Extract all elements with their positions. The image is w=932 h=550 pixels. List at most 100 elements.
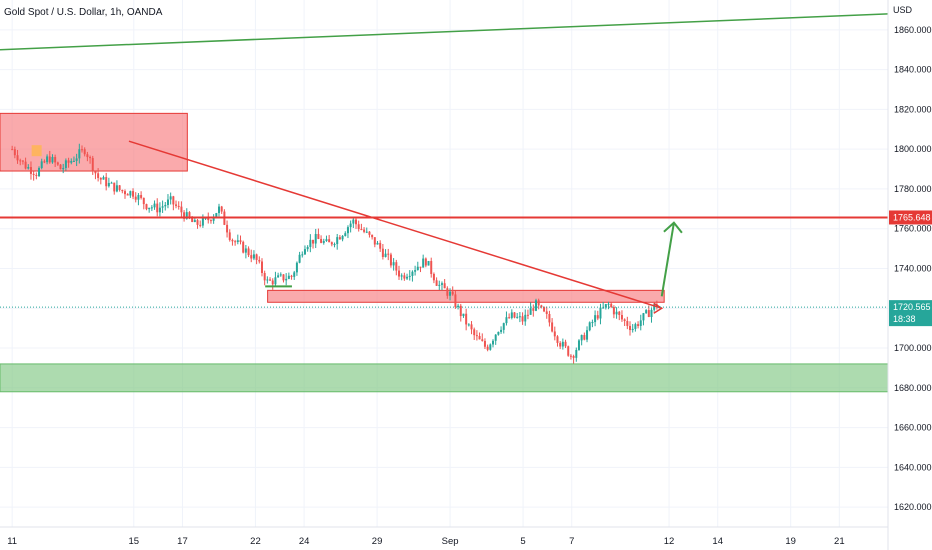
y-tick-label: 1840.000 (894, 65, 932, 75)
x-tick-label: 15 (129, 536, 140, 547)
candle-body (376, 242, 379, 245)
rising-trendline (0, 13, 889, 51)
candle-body (540, 305, 543, 308)
y-tick-label: 1780.000 (894, 184, 932, 194)
candle-body (411, 271, 414, 276)
candle-body (282, 274, 285, 281)
candle-body (244, 248, 247, 253)
candle-body (169, 196, 172, 200)
candle-body (113, 182, 116, 192)
candle-body (352, 219, 355, 224)
candle-body (56, 162, 59, 165)
candle-body (70, 160, 73, 163)
candle-body (451, 291, 454, 295)
highlight-marker (31, 145, 42, 157)
candle-body (508, 317, 511, 319)
candle-body (424, 258, 427, 266)
candle-body (392, 262, 395, 266)
candle-body (293, 272, 296, 277)
candle-body (140, 195, 143, 198)
candle-body (35, 174, 38, 177)
candle-body (432, 273, 435, 281)
y-tick-label: 1620.000 (894, 502, 932, 512)
candle-body (500, 329, 503, 332)
candle-body (368, 231, 371, 235)
candle-body (43, 161, 46, 163)
candle-body (247, 248, 250, 256)
candle-body (148, 207, 151, 210)
candle-body (188, 212, 191, 218)
candle-body (510, 312, 513, 318)
candle-body (258, 259, 261, 262)
x-tick-label: 17 (177, 536, 188, 547)
candle-body (406, 276, 409, 279)
candle-body (129, 191, 132, 196)
candle-body (134, 196, 137, 200)
y-tick-label: 1820.000 (894, 104, 932, 114)
candle-body (373, 237, 376, 245)
candle-body (408, 275, 411, 277)
candle-body (400, 275, 403, 277)
time-axis[interactable]: 11 15 17 22 24 29 Sep 5 7 12 14 19 21 (7, 536, 844, 547)
countdown-text: 18:38 (893, 314, 916, 324)
candle-body (91, 158, 94, 172)
price-tags-layer: 1765.648 1720.565 18:38 (889, 210, 932, 327)
candle-body (341, 235, 344, 240)
candle-body (567, 346, 570, 356)
candle-body (583, 335, 586, 340)
demand-zone (0, 363, 889, 393)
candle-body (78, 149, 81, 159)
candle-body (201, 217, 204, 226)
candle-body (48, 156, 51, 163)
candle-body (473, 329, 476, 336)
candle-body (166, 199, 169, 205)
candle-body (588, 322, 591, 331)
candle-body (263, 272, 266, 281)
x-tick-label: 29 (372, 536, 383, 547)
x-tick-label: 21 (834, 536, 845, 547)
candle-body (548, 314, 551, 323)
candle-body (612, 306, 615, 315)
candle-body (295, 262, 298, 273)
candle-body (355, 219, 358, 225)
currency-label: USD (893, 5, 913, 15)
candle-body (470, 324, 473, 330)
candle-body (269, 279, 272, 281)
candle-body (572, 356, 575, 358)
y-tick-label: 1860.000 (894, 25, 932, 35)
candle-body (40, 161, 43, 168)
falling-arrowhead (653, 302, 664, 314)
candle-body (336, 237, 339, 245)
candle-body (38, 167, 41, 177)
candle-body (121, 189, 124, 192)
falling-trendline (128, 140, 662, 309)
candle-body (309, 239, 312, 247)
x-tick-label: 14 (712, 536, 723, 547)
y-tick-label: 1740.000 (894, 263, 932, 273)
candle-body (107, 182, 110, 187)
candle-body (481, 339, 484, 341)
candle-body (537, 300, 540, 306)
candle-body (175, 204, 178, 206)
candle-body (561, 341, 564, 347)
candle-body (75, 158, 78, 161)
candle-body (212, 216, 215, 221)
candle-body (218, 206, 221, 214)
candle-body (333, 244, 336, 246)
candle-body (27, 167, 30, 169)
candle-body (551, 322, 554, 332)
candle-body (553, 331, 556, 337)
candle-body (497, 331, 500, 335)
candle-body (467, 324, 470, 326)
candle-body (97, 173, 100, 178)
y-tick-label: 1800.000 (894, 144, 932, 154)
y-tick-label: 1680.000 (894, 383, 932, 393)
candle-body (250, 255, 253, 259)
candle-body (594, 315, 597, 323)
candle-body (54, 157, 57, 163)
candle-body (59, 164, 62, 170)
current-price-text: 1720.565 (893, 302, 931, 312)
candle-body (255, 254, 258, 260)
